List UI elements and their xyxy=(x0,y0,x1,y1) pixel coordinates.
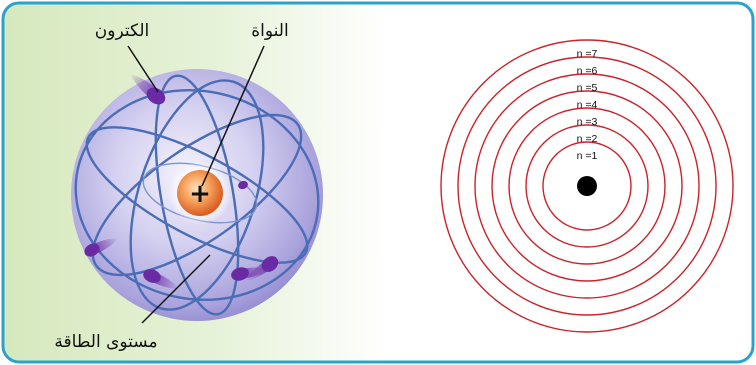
energy-level-circle-3 xyxy=(508,107,666,265)
electron xyxy=(129,74,166,105)
energy-levels-diagram: n =7 n =6 n =5 n =4 n =3 n =2 n =1 xyxy=(440,39,734,333)
electron xyxy=(231,267,270,281)
energy-level-label-5: n =5 xyxy=(577,82,598,94)
orbit xyxy=(129,79,265,311)
energy-level-label-2: n =2 xyxy=(577,133,598,145)
electron xyxy=(143,269,180,290)
energy-level-leader-line xyxy=(141,254,211,324)
electron-label: الكترون xyxy=(95,21,150,41)
nucleus-plus-symbol: + xyxy=(189,179,211,209)
energy-level-label-4: n =4 xyxy=(577,99,598,111)
electron xyxy=(84,238,118,257)
energy-level-circle-5 xyxy=(474,73,700,299)
energy-level-label-1: n =1 xyxy=(577,150,598,162)
energy-level-label-7: n =7 xyxy=(577,48,598,60)
energy-level-circle-4 xyxy=(491,90,683,282)
orbit xyxy=(91,113,303,277)
energy-level-circle-1 xyxy=(542,141,632,231)
nucleus-dot xyxy=(577,176,597,196)
nucleus-label: النواة xyxy=(251,21,288,41)
energy-level-circle-2 xyxy=(525,124,649,248)
orbit xyxy=(74,88,320,302)
electrons xyxy=(84,74,279,290)
energy-level-circle-6 xyxy=(457,56,717,316)
orbit xyxy=(85,126,309,264)
orbits xyxy=(74,74,320,316)
nucleus-leader-line xyxy=(201,45,265,187)
energy-level-circle-7 xyxy=(440,39,734,333)
atom-model: + الكترون النواة مستوى الطاقة xyxy=(54,21,323,352)
orbit xyxy=(154,74,240,316)
electron-leader-line xyxy=(127,45,159,93)
energy-level-label: مستوى الطاقة xyxy=(54,332,157,352)
nucleus xyxy=(177,170,223,216)
electron xyxy=(238,180,248,190)
energy-level-label-6: n =6 xyxy=(577,65,598,77)
energy-level-label-3: n =3 xyxy=(577,116,598,128)
